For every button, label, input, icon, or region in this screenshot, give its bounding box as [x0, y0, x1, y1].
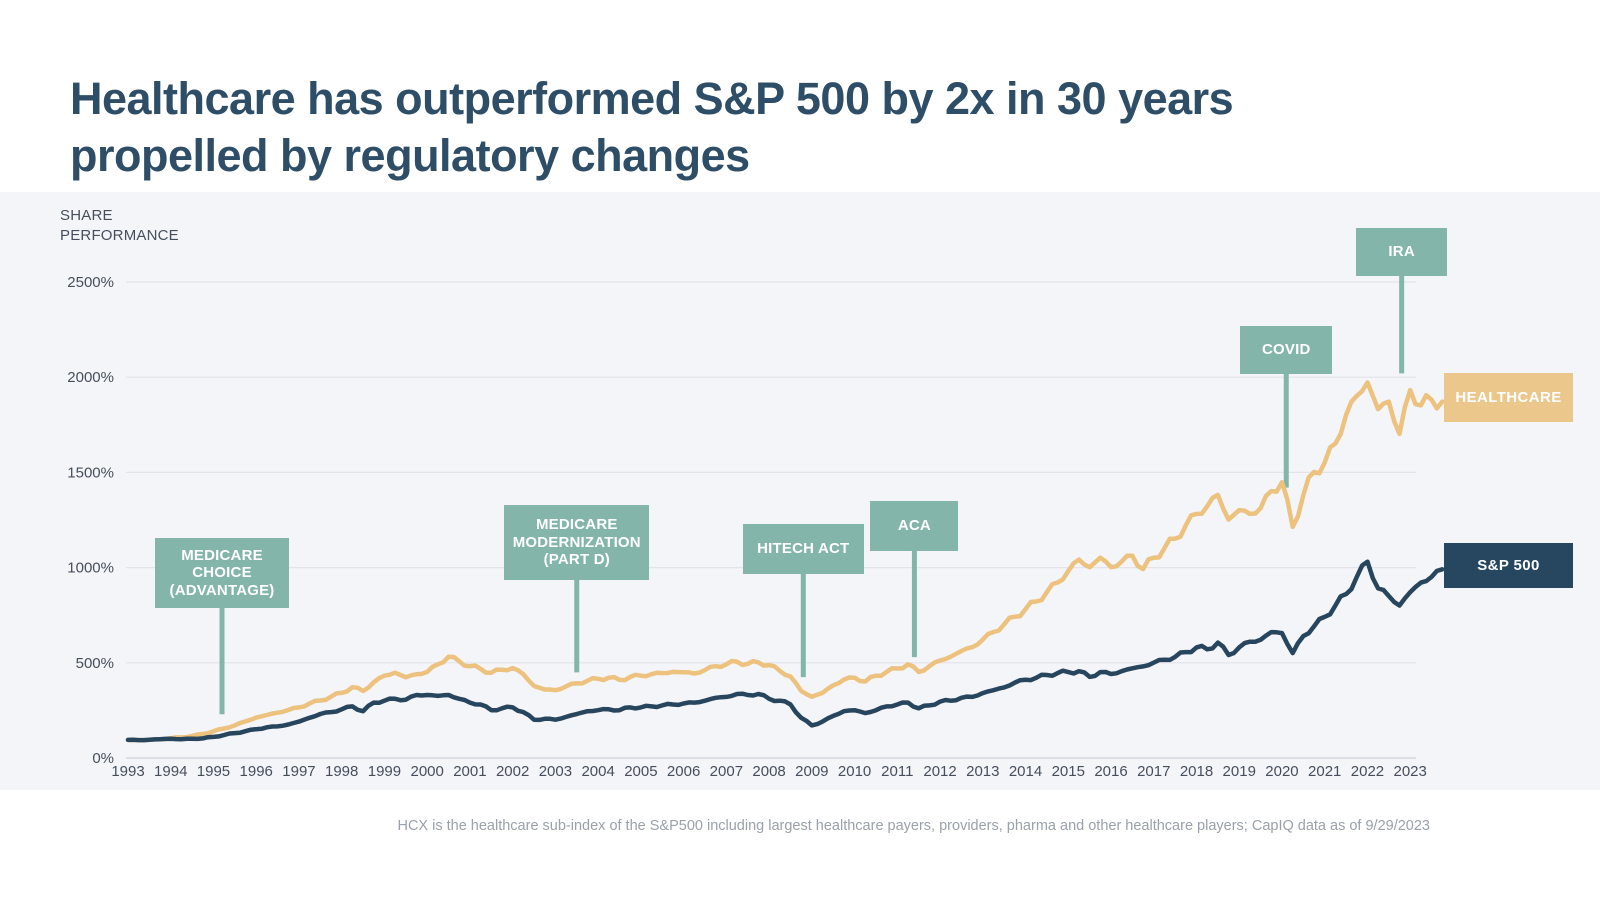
legend-sp500: S&P 500 — [1444, 543, 1573, 588]
annotation-ira: IRA — [1356, 228, 1448, 276]
title-line-1: Healthcare has outperformed S&P 500 by 2… — [70, 73, 1234, 125]
annotation-aca: ACA — [870, 501, 959, 551]
annotation-medicare-choice: MEDICARE CHOICE (ADVANTAGE) — [155, 538, 290, 608]
chart-background — [0, 192, 1600, 790]
annotation-covid: COVID — [1240, 326, 1333, 374]
annotation-hitech-act: HITECH ACT — [742, 524, 864, 574]
annotation-medicare-modernization: MEDICARE MODERNIZATION (PART D) — [504, 505, 650, 580]
y-axis-title: SHARE PERFORMANCE — [60, 207, 179, 244]
page-title: Healthcare has outperformed S&P 500 by 2… — [70, 70, 1470, 184]
title-line-2: propelled by regulatory changes — [70, 130, 750, 182]
legend-healthcare: HEALTHCARE — [1444, 373, 1573, 422]
source-footnote: HCX is the healthcare sub-index of the S… — [397, 818, 1430, 834]
